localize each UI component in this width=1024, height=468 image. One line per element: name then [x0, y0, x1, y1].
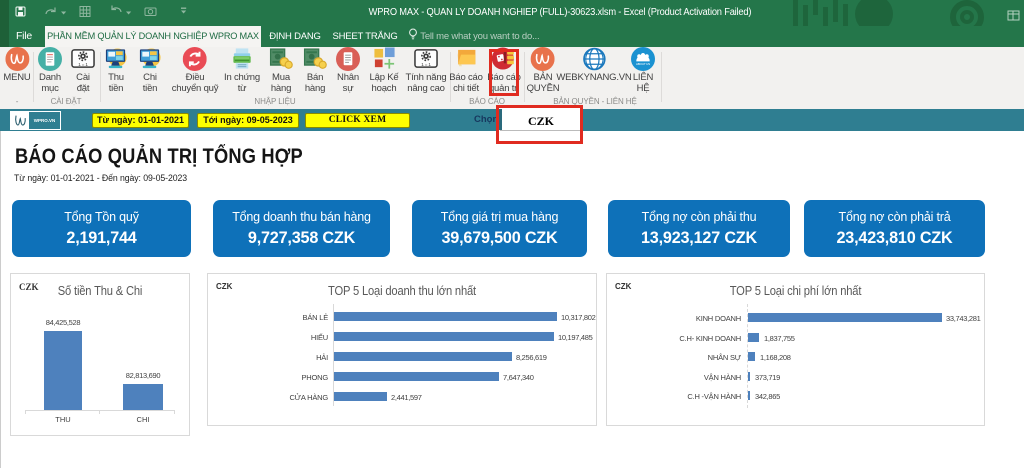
svg-text:1 = 1: 1 = 1 — [421, 62, 431, 67]
svg-text:ABOUT US: ABOUT US — [636, 62, 650, 66]
svg-text:1 = 1: 1 = 1 — [78, 62, 88, 67]
